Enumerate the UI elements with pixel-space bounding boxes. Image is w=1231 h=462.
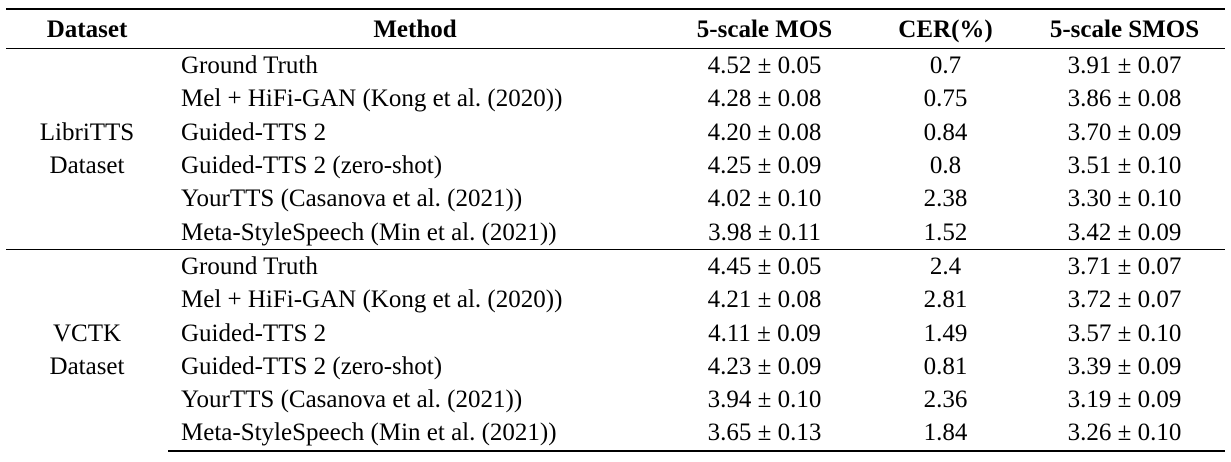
mos-cell: 3.65 ± 0.13	[662, 416, 867, 452]
method-cell: Meta-StyleSpeech (Min et al. (2021))	[181, 218, 557, 246]
table-row: Meta-StyleSpeech (Min et al. (2021)) 3.9…	[6, 215, 1225, 249]
cer-cell: 2.38	[923, 185, 968, 213]
smos-cell: 3.71 ± 0.07	[1024, 248, 1225, 284]
table-row: VCTK Dataset Ground Truth 4.45 ± 0.05 2.…	[6, 248, 1225, 451]
smos-cell: 3.91 ± 0.07	[1067, 52, 1182, 80]
dataset-suffix: Dataset	[49, 353, 125, 381]
header-method: Method	[373, 15, 457, 43]
cer-cell: 0.8	[929, 152, 962, 180]
method-cell: Ground Truth	[168, 248, 662, 284]
header-row: Dataset Method 5-scale MOS CER(%) 5-scal…	[6, 9, 1225, 49]
smos-cell: 3.42 ± 0.09	[1067, 218, 1182, 246]
method-cell: Guided-TTS 2	[181, 319, 327, 347]
header-dataset: Dataset	[46, 15, 128, 43]
cer-cell: 0.84	[923, 118, 968, 146]
method-cell: Guided-TTS 2 (zero-shot)	[181, 152, 443, 180]
mos-cell: 3.94 ± 0.10	[707, 386, 822, 414]
method-cell: Mel + HiFi-GAN (Kong et al. (2020))	[181, 85, 563, 113]
table-row: Mel + HiFi-GAN (Kong et al. (2020)) 4.21…	[6, 283, 1225, 316]
header-mos: 5-scale MOS	[696, 15, 833, 43]
smos-cell: 3.72 ± 0.07	[1067, 286, 1182, 314]
method-cell: Meta-StyleSpeech (Min et al. (2021))	[168, 416, 662, 452]
mos-cell: 4.21 ± 0.08	[707, 286, 822, 314]
table-row: Guided-TTS 2 4.11 ± 0.09 1.49 3.57 ± 0.1…	[6, 316, 1225, 349]
method-cell: YourTTS (Casanova et al. (2021))	[181, 386, 523, 414]
mos-cell: 4.11 ± 0.09	[708, 319, 821, 347]
mos-cell: 4.02 ± 0.10	[707, 185, 822, 213]
dataset-label: LibriTTS Dataset	[6, 49, 168, 250]
table-row: Meta-StyleSpeech (Min et al. (2021)) 3.6…	[6, 416, 1225, 452]
smos-cell: 3.51 ± 0.10	[1067, 152, 1182, 180]
table-row: YourTTS (Casanova et al. (2021)) 4.02 ± …	[6, 182, 1225, 215]
cer-cell: 0.81	[923, 352, 968, 380]
method-cell: Guided-TTS 2	[181, 118, 327, 146]
dataset-name: VCTK	[52, 320, 122, 348]
table-row: Guided-TTS 2 (zero-shot) 4.25 ± 0.09 0.8…	[6, 149, 1225, 182]
cer-cell: 0.7	[929, 52, 962, 80]
smos-cell: 3.86 ± 0.08	[1067, 85, 1182, 113]
dataset-suffix: Dataset	[49, 151, 125, 179]
group-vctk: VCTK Dataset Ground Truth 4.45 ± 0.05 2.…	[6, 248, 1225, 452]
header-cer: CER(%)	[898, 15, 993, 43]
method-cell: YourTTS (Casanova et al. (2021))	[181, 185, 523, 213]
mos-cell: 4.23 ± 0.09	[707, 352, 822, 380]
table-row: LibriTTS Dataset Ground Truth 4.52 ± 0.0…	[6, 49, 1225, 179]
table-header: Dataset Method 5-scale MOS CER(%) 5-scal…	[6, 9, 1225, 49]
mos-cell: 4.52 ± 0.05	[707, 52, 822, 80]
mos-cell: 4.25 ± 0.09	[707, 152, 822, 180]
table-row: Guided-TTS 2 (zero-shot) 4.23 ± 0.09 0.8…	[6, 350, 1225, 383]
mos-cell: 4.20 ± 0.08	[707, 118, 822, 146]
header-smos: 5-scale SMOS	[1049, 15, 1200, 43]
smos-cell: 3.19 ± 0.09	[1067, 386, 1182, 414]
cer-cell: 2.4	[867, 248, 1024, 284]
results-table-container: Dataset Method 5-scale MOS CER(%) 5-scal…	[6, 8, 1225, 452]
cer-cell: 1.52	[923, 218, 968, 246]
mos-cell: 4.28 ± 0.08	[707, 85, 822, 113]
smos-cell: 3.57 ± 0.10	[1067, 319, 1182, 347]
mos-cell: 3.98 ± 0.11	[708, 218, 821, 246]
cer-cell: 0.75	[923, 85, 968, 113]
smos-cell: 3.39 ± 0.09	[1067, 352, 1182, 380]
cer-cell: 1.49	[923, 319, 968, 347]
group-libritts: LibriTTS Dataset Ground Truth 4.52 ± 0.0…	[6, 49, 1225, 250]
method-cell: Guided-TTS 2 (zero-shot)	[181, 352, 443, 380]
mos-cell: 4.45 ± 0.05	[662, 248, 867, 284]
table-row: YourTTS (Casanova et al. (2021)) 3.94 ± …	[6, 383, 1225, 416]
cer-cell: 1.84	[867, 416, 1024, 452]
table-row: Mel + HiFi-GAN (Kong et al. (2020)) 4.28…	[6, 82, 1225, 115]
method-cell: Ground Truth	[181, 52, 318, 80]
results-table: Dataset Method 5-scale MOS CER(%) 5-scal…	[6, 8, 1225, 452]
smos-cell: 3.70 ± 0.09	[1067, 118, 1182, 146]
smos-cell: 3.30 ± 0.10	[1067, 185, 1182, 213]
dataset-label: VCTK Dataset	[6, 248, 168, 451]
cer-cell: 2.36	[923, 386, 968, 414]
cer-cell: 2.81	[923, 286, 968, 314]
method-cell: Mel + HiFi-GAN (Kong et al. (2020))	[181, 286, 563, 314]
smos-cell: 3.26 ± 0.10	[1024, 416, 1225, 452]
dataset-name: LibriTTS	[39, 118, 135, 146]
table-row: Guided-TTS 2 4.20 ± 0.08 0.84 3.70 ± 0.0…	[6, 116, 1225, 149]
